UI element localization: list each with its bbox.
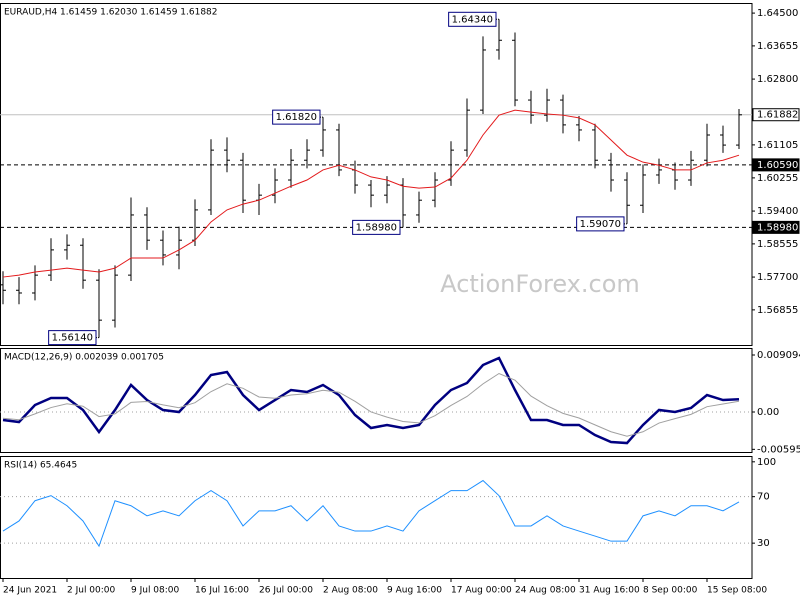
x-tick-label: 24 Jun 2021 bbox=[3, 586, 57, 596]
y-tick-label: 0.00 bbox=[757, 407, 779, 418]
indicator-line bbox=[2, 372, 740, 437]
y-tick-label: 30 bbox=[757, 538, 770, 549]
x-tick-label: 16 Jul 16:00 bbox=[195, 586, 249, 596]
annotation-label: 1.61820 bbox=[276, 112, 317, 123]
x-tick-label: 24 Aug 08:00 bbox=[515, 586, 576, 596]
level-label: 1.61882 bbox=[757, 110, 798, 121]
annotation-label: 1.64340 bbox=[452, 14, 493, 25]
level-label-box bbox=[752, 158, 800, 172]
annotation-label: 1.59070 bbox=[580, 219, 621, 230]
x-tick-label: 2 Aug 08:00 bbox=[323, 586, 378, 596]
y-tick-label: 1.63655 bbox=[757, 41, 798, 52]
panel-title: RSI(14) 65.4645 bbox=[4, 461, 77, 471]
y-tick-label: 1.58555 bbox=[757, 239, 798, 250]
watermark: ActionForex.com bbox=[440, 270, 640, 298]
level-label: 1.58980 bbox=[757, 222, 798, 233]
indicator-line bbox=[2, 356, 740, 445]
y-tick-label: 0.009094 bbox=[757, 350, 800, 361]
panel-frame bbox=[0, 348, 753, 453]
annotation-label: 1.58980 bbox=[356, 222, 397, 233]
y-tick-label: 1.64500 bbox=[757, 8, 798, 19]
moving-average bbox=[2, 109, 740, 278]
y-tick-label: -0.005956 bbox=[757, 444, 800, 455]
y-tick-label: 1.61105 bbox=[757, 140, 798, 151]
level-label-box bbox=[752, 220, 800, 234]
panel-frame bbox=[0, 3, 753, 346]
y-tick-label: 70 bbox=[757, 492, 770, 503]
panel-frame bbox=[0, 456, 753, 579]
y-tick-label: 1.60255 bbox=[757, 173, 798, 184]
level-label-box bbox=[752, 108, 800, 122]
panel-title: MACD(12,26,9) 0.002039 0.001705 bbox=[4, 353, 164, 363]
y-tick-label: 1.57700 bbox=[757, 272, 798, 283]
panel-title: EURAUD,H4 1.61459 1.62030 1.61459 1.6188… bbox=[4, 8, 218, 18]
y-tick-label: 1.56855 bbox=[757, 305, 798, 316]
x-tick-label: 31 Aug 16:00 bbox=[579, 586, 640, 596]
x-tick-label: 2 Jul 00:00 bbox=[67, 586, 116, 596]
y-tick-label: 1.59400 bbox=[757, 206, 798, 217]
x-tick-label: 17 Aug 00:00 bbox=[451, 586, 512, 596]
y-tick-label: 100 bbox=[757, 457, 776, 468]
x-tick-label: 15 Sep 08:00 bbox=[707, 586, 767, 596]
indicator-line bbox=[2, 479, 740, 548]
x-tick-label: 8 Sep 00:00 bbox=[643, 586, 698, 596]
x-tick-label: 26 Jul 00:00 bbox=[259, 586, 313, 596]
x-tick-label: 9 Aug 16:00 bbox=[387, 586, 442, 596]
level-label: 1.60590 bbox=[757, 160, 798, 171]
x-tick-label: 9 Jul 08:00 bbox=[131, 586, 180, 596]
y-tick-label: 1.62800 bbox=[757, 74, 798, 85]
annotation-label: 1.56140 bbox=[52, 333, 93, 344]
